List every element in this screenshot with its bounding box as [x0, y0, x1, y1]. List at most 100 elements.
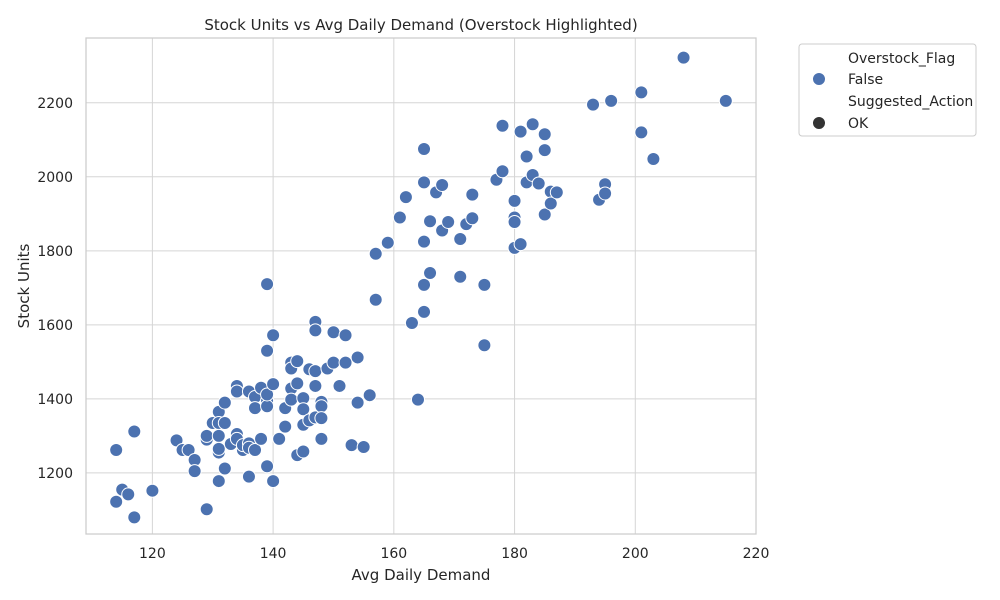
- scatter-point: [260, 459, 275, 474]
- scatter-point: [266, 377, 281, 392]
- scatter-point: [314, 431, 329, 446]
- plot-frame: [85, 37, 757, 535]
- scatter-point: [254, 431, 269, 446]
- y-tick-label: 2000: [37, 170, 73, 186]
- scatter-point: [392, 210, 407, 225]
- legend-marker-style: [812, 116, 826, 130]
- scatter-point: [507, 193, 522, 208]
- y-tick-label: 1800: [37, 244, 73, 260]
- x-tick-label: 120: [139, 546, 166, 562]
- scatter-point: [495, 164, 510, 179]
- scatter-point: [441, 214, 456, 229]
- x-axis-label: Avg Daily Demand: [352, 566, 491, 584]
- scatter-point: [332, 378, 347, 393]
- x-tick-label: 220: [743, 546, 770, 562]
- scatter-point: [417, 304, 432, 319]
- legend-heading-style: Suggested_Action: [848, 94, 973, 110]
- y-tick-label: 1400: [37, 392, 73, 408]
- scatter-point: [465, 211, 480, 226]
- scatter-point: [260, 343, 275, 358]
- scatter-point: [248, 401, 263, 416]
- scatter-point: [109, 442, 124, 457]
- data-points: [109, 50, 733, 525]
- scatter-point: [598, 186, 613, 201]
- scatter-point: [604, 93, 619, 108]
- scatter-point: [495, 118, 510, 133]
- scatter-point: [284, 392, 299, 407]
- scatter-point: [417, 175, 432, 190]
- scatter-point: [272, 431, 287, 446]
- scatter-point: [350, 395, 365, 410]
- scatter-point: [266, 474, 281, 489]
- scatter-point: [296, 444, 311, 459]
- scatter-point: [417, 142, 432, 157]
- x-tick-labels: 120 140 160 180 200 220: [139, 546, 769, 562]
- scatter-point: [410, 392, 425, 407]
- y-axis-label: Stock Units: [15, 244, 33, 329]
- legend-label-false: False: [848, 72, 883, 88]
- scatter-point: [453, 269, 468, 284]
- scatter-point: [350, 350, 365, 365]
- scatter-point: [127, 510, 142, 525]
- scatter-point: [398, 190, 413, 205]
- scatter-point: [586, 97, 601, 112]
- legend-marker-hue: [812, 72, 826, 86]
- y-tick-label: 1600: [37, 318, 73, 334]
- scatter-point: [217, 395, 232, 410]
- legend: Overstock_Flag False Suggested_Action OK: [798, 43, 977, 137]
- scatter-point: [308, 364, 323, 379]
- scatter-point: [531, 176, 546, 191]
- scatter-point: [453, 231, 468, 246]
- scatter-point: [199, 502, 214, 517]
- scatter-point: [507, 214, 522, 229]
- scatter-point: [477, 338, 492, 353]
- scatter-point: [121, 487, 136, 502]
- scatter-point: [326, 355, 341, 370]
- scatter-point: [211, 441, 226, 456]
- y-tick-label: 2200: [37, 96, 73, 112]
- scatter-point: [513, 237, 528, 252]
- scatter-point: [549, 185, 564, 200]
- scatter-point: [423, 266, 438, 281]
- scatter-point: [380, 235, 395, 250]
- scatter-point: [634, 125, 649, 140]
- scatter-point: [260, 277, 275, 292]
- scatter-point: [229, 384, 244, 399]
- scatter-point: [296, 402, 311, 417]
- scatter-point: [718, 93, 733, 108]
- scatter-point: [356, 440, 371, 455]
- scatter-point: [344, 438, 359, 453]
- scatter-point: [260, 387, 275, 402]
- scatter-point: [109, 494, 124, 509]
- scatter-point: [525, 117, 540, 132]
- chart-title: Stock Units vs Avg Daily Demand (Oversto…: [204, 16, 637, 34]
- scatter-point: [326, 325, 341, 340]
- scatter-point: [217, 461, 232, 476]
- scatter-point: [646, 152, 661, 167]
- x-tick-label: 200: [622, 546, 649, 562]
- scatter-point: [634, 85, 649, 100]
- scatter-point: [145, 483, 160, 498]
- scatter-point: [404, 316, 419, 331]
- scatter-point: [537, 207, 552, 222]
- scatter-point: [217, 415, 232, 430]
- scatter-point: [368, 292, 383, 307]
- scatter-point: [435, 177, 450, 192]
- scatter-point: [465, 187, 480, 202]
- scatter-point: [477, 277, 492, 292]
- scatter-point: [260, 399, 275, 414]
- scatter-point: [314, 399, 329, 414]
- scatter-point: [423, 214, 438, 229]
- x-tick-label: 180: [501, 546, 528, 562]
- scatter-point: [127, 424, 142, 439]
- x-tick-label: 160: [380, 546, 407, 562]
- scatter-point: [519, 149, 534, 164]
- scatter-point: [266, 328, 281, 343]
- legend-box: [798, 43, 977, 137]
- scatter-point: [248, 442, 263, 457]
- scatter-point: [314, 411, 329, 426]
- y-tick-labels: 1200 1400 1600 1800 2000 2200: [37, 96, 73, 482]
- scatter-point: [368, 246, 383, 261]
- x-tick-label: 140: [260, 546, 287, 562]
